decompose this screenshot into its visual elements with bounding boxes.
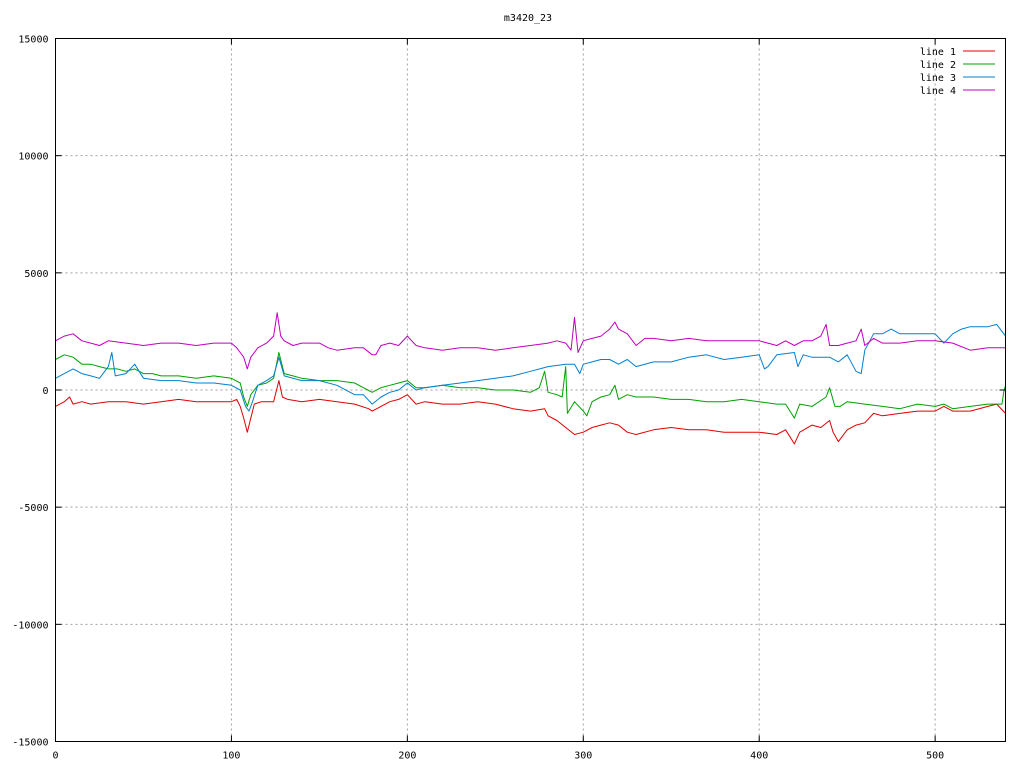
- legend: line 1 line 2 line 3 line 4: [920, 47, 995, 97]
- chart-title: m3420_23: [504, 13, 552, 24]
- y-tick-label: 0: [42, 386, 48, 397]
- y-tick-label: -15000: [12, 738, 48, 749]
- y-tick-label: -5000: [18, 503, 48, 514]
- series-line-2: [55, 352, 1006, 419]
- axis-ticks: -15000 -10000 -5000 0 5000 10000 15000 0 100 200 3…: [12, 35, 1006, 762]
- x-tick-label: 0: [52, 751, 58, 762]
- series-line-4: [55, 312, 1006, 370]
- y-tick-label: -10000: [12, 620, 48, 631]
- x-tick-label: 500: [926, 751, 944, 762]
- legend-label: line 4: [920, 86, 956, 97]
- series-line-1: [55, 380, 1006, 445]
- x-tick-label: 400: [750, 751, 768, 762]
- y-tick-label: 15000: [18, 35, 48, 46]
- series-line-3: [55, 323, 1006, 412]
- grid: [55, 38, 1006, 742]
- x-tick-label: 300: [574, 751, 592, 762]
- x-tick-label: 200: [398, 751, 416, 762]
- y-tick-label: 10000: [18, 152, 48, 163]
- legend-label: line 1: [920, 47, 956, 58]
- data-series: [55, 312, 1006, 445]
- y-tick-label: 5000: [24, 269, 48, 280]
- legend-label: line 3: [920, 73, 956, 84]
- legend-label: line 2: [920, 60, 956, 71]
- x-tick-label: 100: [222, 751, 240, 762]
